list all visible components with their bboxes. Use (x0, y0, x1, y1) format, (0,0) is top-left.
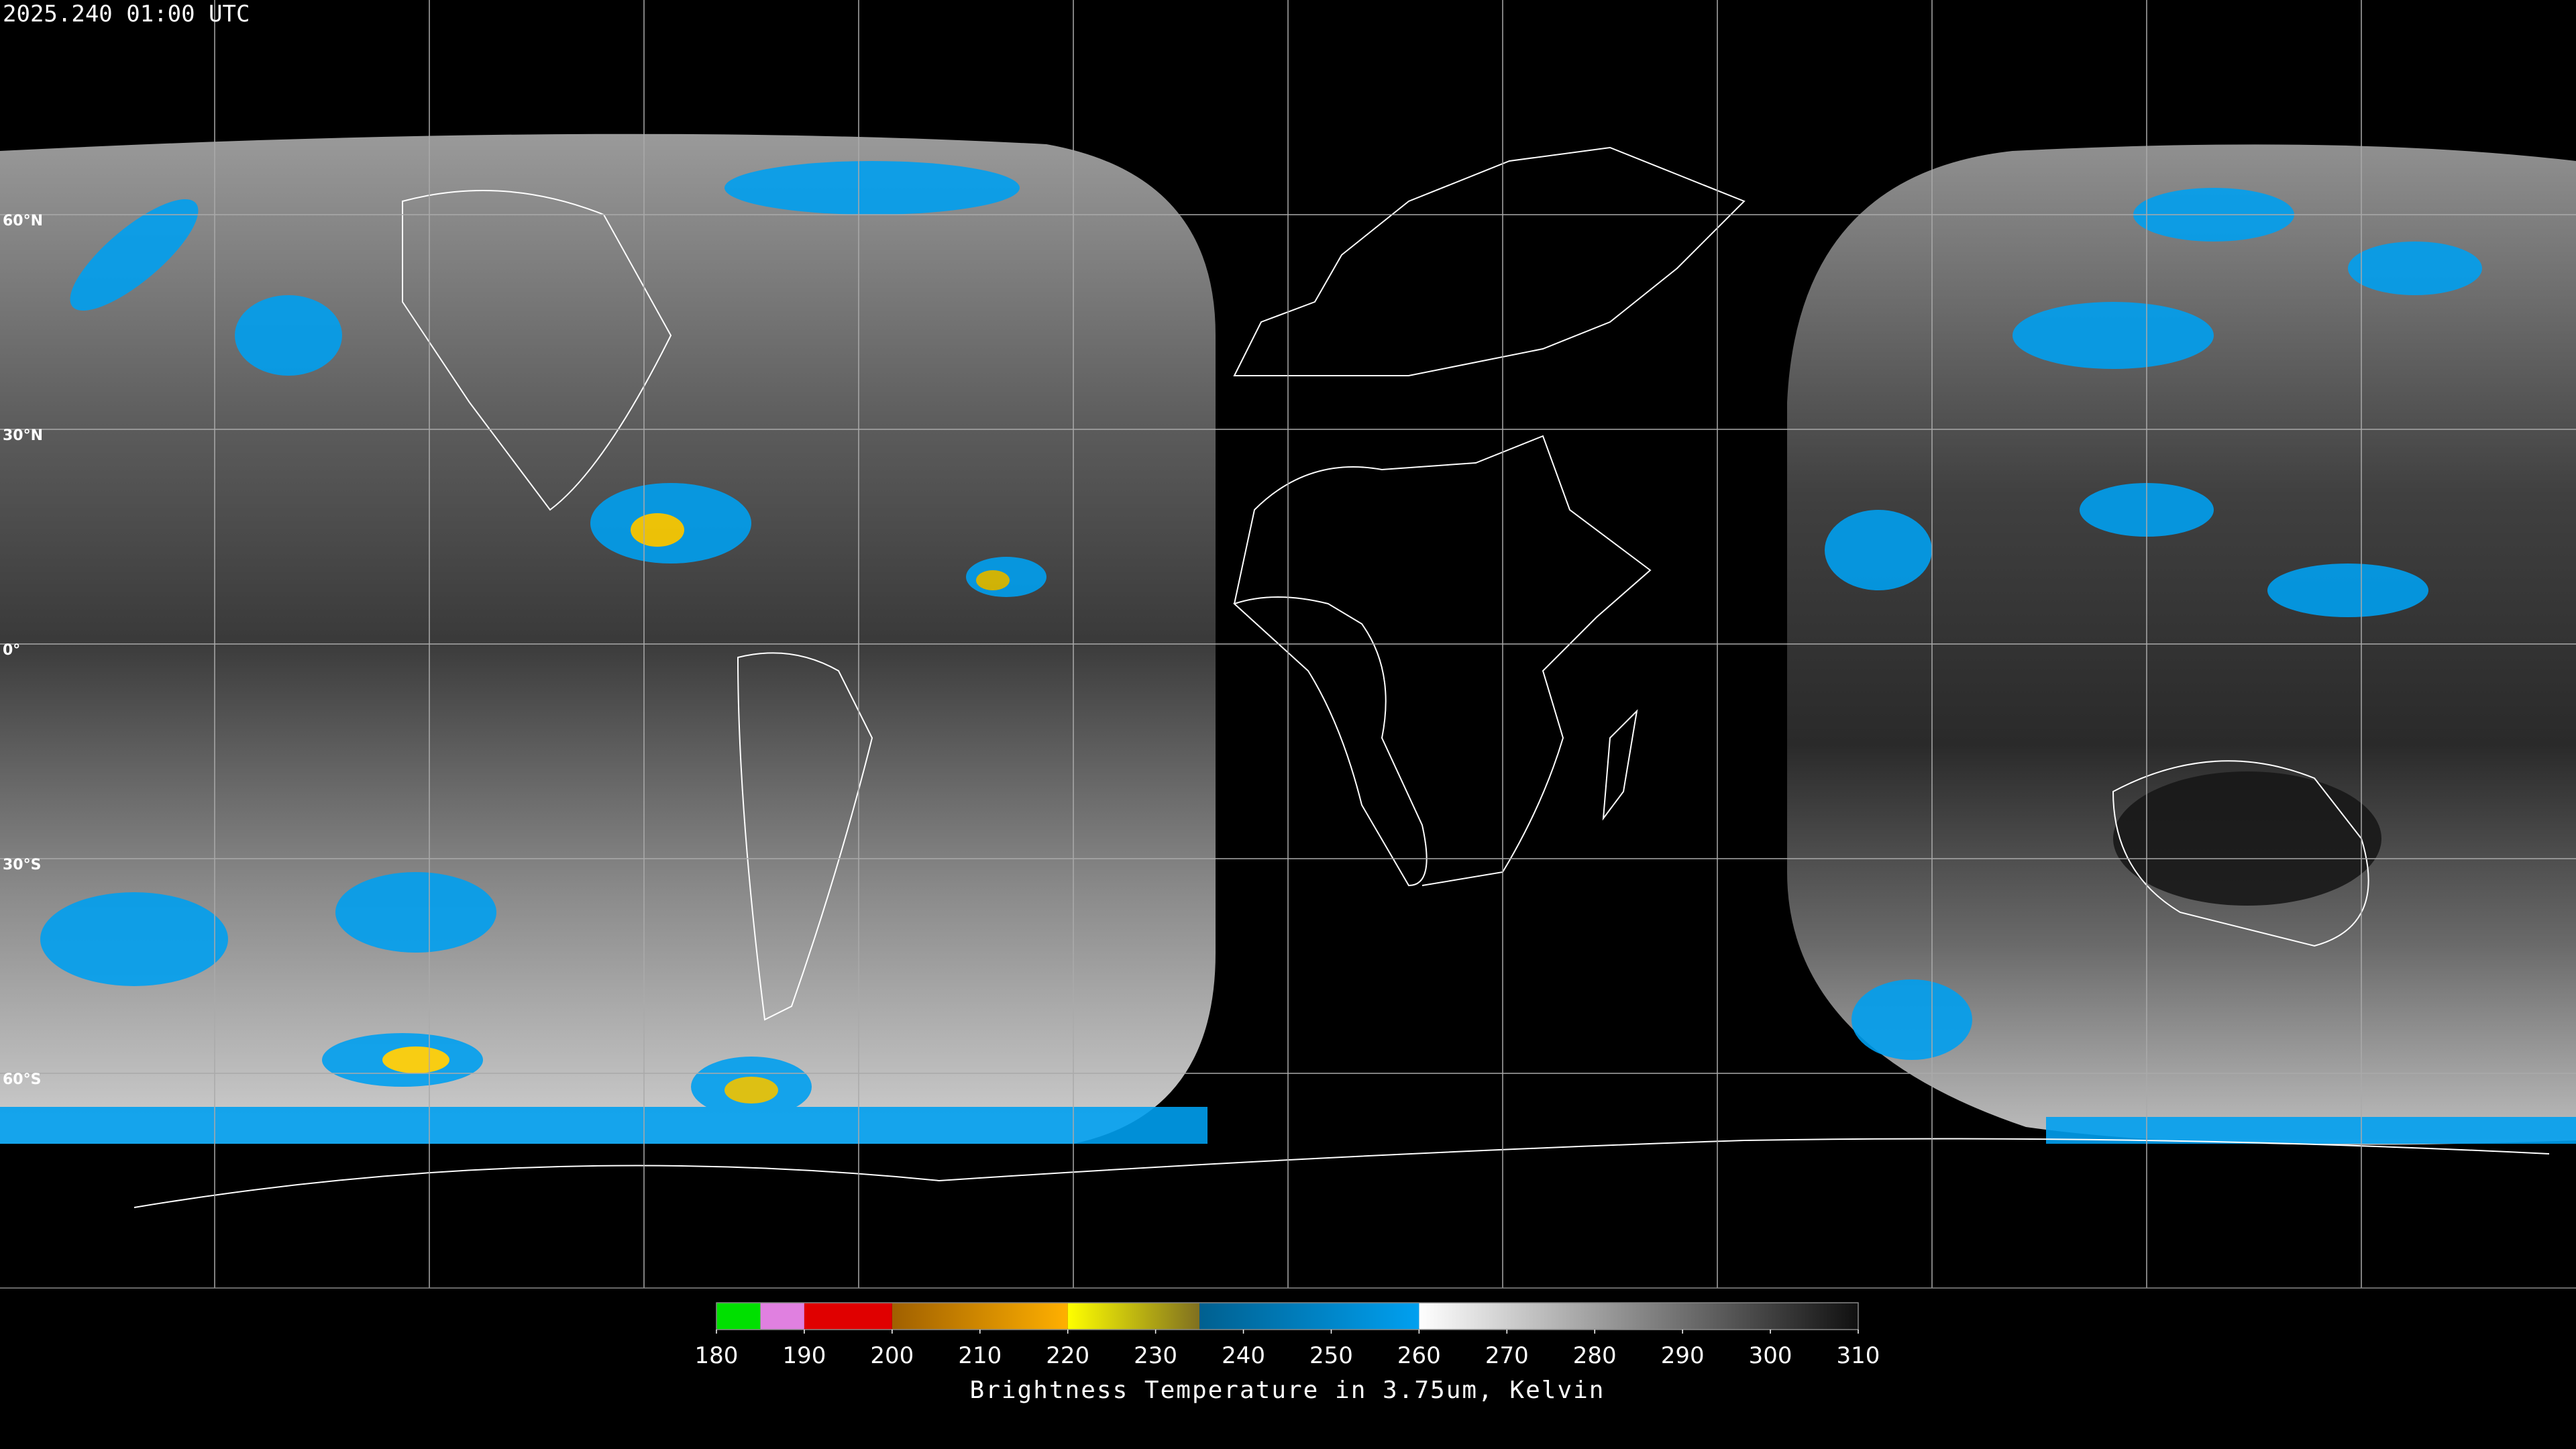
latitude-label: 30°N (3, 427, 43, 444)
colorbar-segment (1199, 1303, 1419, 1330)
timestamp: 2025.240 01:00 UTC (3, 1, 250, 28)
colorbar-tick-label: 200 (870, 1342, 914, 1369)
colorbar-label: Brightness Temperature in 3.75um, Kelvin (970, 1377, 1605, 1404)
latitude-labels: 60°N 30°N 0° 30°S 60°S (3, 213, 43, 1088)
latitude-label: 0° (3, 642, 20, 659)
colorbar: 180 190 200 210 220 230 240 250 260 270 280 290 300 3… (695, 1302, 1880, 1369)
colorbar-segment (892, 1303, 1068, 1330)
colorbar-tick-label: 270 (1485, 1342, 1529, 1369)
latitude-label: 60°N (3, 213, 43, 229)
colorbar-segment (760, 1303, 804, 1330)
colorbar-segment (804, 1303, 892, 1330)
imagery-east (1787, 144, 2576, 1145)
cloud-features (0, 161, 2576, 1144)
colorbar-segment (1419, 1303, 1858, 1330)
colorbar-segment (716, 1303, 761, 1330)
graticule (0, 0, 2576, 1289)
latitude-label: 60°S (3, 1071, 41, 1088)
coastlines (133, 146, 2550, 1208)
colorbar-tick-label: 190 (782, 1342, 826, 1369)
colorbar-tick-label: 180 (695, 1342, 739, 1369)
colorbar-tick-label: 240 (1222, 1342, 1265, 1369)
colorbar-frame (716, 1302, 1859, 1330)
colorbar-segment (1067, 1303, 1200, 1330)
colorbar-tick-label: 250 (1309, 1342, 1353, 1369)
colorbar-tick-label: 260 (1397, 1342, 1441, 1369)
imagery-west (0, 133, 1216, 1144)
colorbar-tick-label: 220 (1046, 1342, 1089, 1369)
colorbar-tick-label: 300 (1749, 1342, 1792, 1369)
latitude-label: 30°S (3, 857, 41, 873)
colorbar-tick-label: 210 (958, 1342, 1002, 1369)
colorbar-tick-label: 290 (1661, 1342, 1705, 1369)
colorbar-tick-label: 280 (1573, 1342, 1617, 1369)
colorbar-tick-label: 230 (1134, 1342, 1177, 1369)
colorbar-tick-label: 310 (1837, 1342, 1880, 1369)
